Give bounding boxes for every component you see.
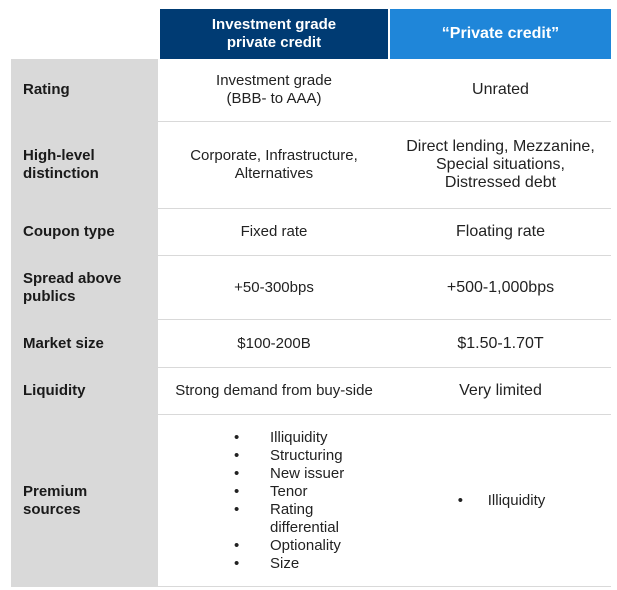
- row-label: Liquidity: [11, 368, 158, 414]
- header-investment-grade-line2: private credit: [226, 34, 322, 51]
- list-item: Size: [232, 555, 352, 573]
- pc-text: Special situations,: [436, 156, 565, 173]
- row-label-line: High-level: [23, 147, 95, 164]
- table-row: Market size $100-200B $1.50-1.70T: [11, 320, 611, 368]
- row-label-line: publics: [23, 287, 76, 305]
- list-item: Illiquidity: [232, 429, 352, 447]
- ig-text: (BBB- to AAA): [226, 90, 322, 107]
- ig-cell: Corporate, Infrastructure, Alternatives: [160, 122, 388, 208]
- ig-cell: Strong demand from buy-side: [175, 382, 373, 399]
- pc-cell: Unrated: [472, 81, 529, 98]
- ig-text: Investment grade: [216, 72, 332, 89]
- premium-list: Illiquidity Structuring New issuer Tenor…: [232, 429, 352, 573]
- table-row: Spread above publics +50-300bps +500-1,00…: [11, 256, 611, 320]
- list-item: Rating differential: [232, 501, 352, 537]
- pc-cell: Direct lending, Mezzanine, Special situat…: [390, 122, 611, 208]
- row-label-line: Spread above: [23, 269, 122, 287]
- header-corner: [11, 9, 158, 59]
- row-label-line: Premium: [23, 482, 88, 500]
- header-private-credit: “Private credit”: [390, 9, 611, 59]
- table-row: Rating Investment grade (BBB- to AAA) Unr…: [11, 59, 611, 122]
- table-row: High-level distinction Corporate, Infrast…: [11, 122, 611, 209]
- ig-text: Corporate, Infrastructure,: [190, 147, 358, 164]
- pc-text: Distressed debt: [444, 174, 557, 191]
- list-item: Optionality: [232, 537, 352, 555]
- header-row: Investment grade private credit “Private …: [11, 9, 611, 59]
- ig-cell: +50-300bps: [234, 278, 314, 296]
- pc-cell: Very limited: [459, 382, 542, 399]
- row-label: Rating: [11, 59, 158, 121]
- header-investment-grade-line1: Investment grade: [211, 16, 337, 33]
- ig-cell: $100-200B: [237, 334, 311, 352]
- pc-cell: +500-1,000bps: [446, 278, 555, 296]
- ig-cell: Investment grade (BBB- to AAA): [160, 59, 388, 121]
- pc-text: Direct lending, Mezzanine,: [406, 138, 595, 155]
- ig-cell: Illiquidity Structuring New issuer Tenor…: [160, 415, 388, 586]
- pc-cell: Floating rate: [456, 223, 545, 240]
- row-label: Market size: [11, 320, 158, 367]
- table-row: Liquidity Strong demand from buy-side Ve…: [11, 368, 611, 415]
- ig-text: Alternatives: [234, 165, 314, 182]
- row-label-line: sources: [23, 500, 81, 518]
- ig-cell: Fixed rate: [240, 223, 308, 240]
- header-investment-grade: Investment grade private credit: [160, 9, 388, 59]
- row-label-line: distinction: [23, 165, 99, 182]
- list-item: Tenor: [232, 483, 352, 501]
- list-item: New issuer: [232, 465, 352, 483]
- table-row: Coupon type Fixed rate Floating rate: [11, 209, 611, 256]
- row-label: Coupon type: [11, 209, 158, 255]
- list-item: Structuring: [232, 447, 352, 465]
- premium-list: Illiquidity: [456, 492, 546, 510]
- pc-cell: $1.50-1.70T: [457, 334, 544, 352]
- row-label: High-level distinction: [11, 122, 158, 208]
- list-item: Illiquidity: [456, 492, 546, 510]
- row-label: Premium sources: [11, 415, 158, 586]
- pc-cell: Illiquidity: [390, 415, 611, 586]
- row-label: Spread above publics: [11, 256, 158, 319]
- comparison-table: Investment grade private credit “Private …: [11, 9, 611, 587]
